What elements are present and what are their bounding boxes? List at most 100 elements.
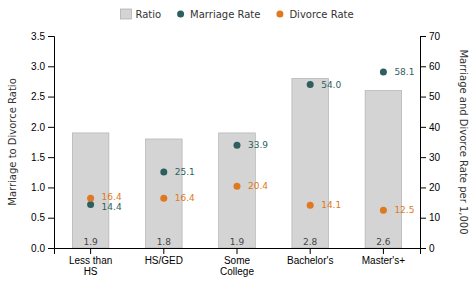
y2-tick: 70: [420, 31, 441, 42]
x-tick: Bachelor's: [287, 248, 333, 266]
y-tick: 2.0: [31, 122, 54, 133]
y-tick: 1.0: [31, 182, 54, 193]
x-tick-label: SomeCollege: [220, 255, 254, 277]
dot-label: 14.1: [321, 200, 341, 210]
x-tick: Master's+: [362, 248, 405, 266]
y2-tick: 30: [420, 152, 441, 163]
bar: [365, 91, 402, 248]
plot: Less thanHS HS/GED SomeCollege Bachelor's Ma…: [7, 31, 469, 277]
y-tick-label: 3.0: [31, 61, 45, 72]
dot: [234, 142, 241, 149]
x-axis-line: [55, 249, 421, 255]
dot-label: 14.4: [102, 202, 122, 212]
y-tick-line: [48, 127, 54, 128]
y2-tick-label: 60: [429, 61, 441, 72]
dot: [307, 81, 314, 88]
dot-label: 16.4: [175, 193, 195, 203]
legend-swatch: [276, 11, 283, 18]
y-tick: 0.0: [31, 243, 54, 254]
chart: Less thanHS HS/GED SomeCollege Bachelor's Ma…: [0, 0, 474, 284]
bar-label: 2.6: [376, 237, 391, 247]
y-tick: 0.5: [31, 212, 54, 223]
y2-tick: 20: [420, 182, 441, 193]
legend-label: Ratio: [135, 9, 161, 20]
y-tick-line: [48, 187, 54, 188]
y-axis-title: Marriage to Divorce Ratio: [7, 78, 18, 206]
y2-tick-label: 50: [429, 91, 441, 102]
y2-axis: 010203040506070: [420, 31, 441, 254]
x-tick-label: Bachelor's: [287, 255, 333, 266]
y2-tick-line: [420, 97, 426, 98]
legend-label: Divorce Rate: [289, 9, 353, 20]
legend-swatch: [120, 9, 131, 19]
y2-tick-label: 20: [429, 182, 441, 193]
dot-label: 25.1: [175, 167, 195, 177]
y2-axis-title: Marriage and Divorce Rate per 1,000: [458, 49, 469, 234]
y-tick-label: 3.5: [31, 31, 45, 42]
y2-tick: 60: [420, 61, 441, 72]
y2-tick-line: [420, 127, 426, 128]
y-tick-label: 2.0: [31, 122, 45, 133]
dot: [160, 195, 167, 202]
y2-tick-label: 40: [429, 122, 441, 133]
bar-label: 1.9: [83, 237, 98, 247]
y2-tick-line: [420, 218, 426, 219]
y2-tick: 40: [420, 122, 441, 133]
x-tick-line: [383, 248, 384, 254]
x-tick-line: [237, 248, 238, 254]
dot: [380, 69, 387, 76]
x-tick-line: [310, 248, 311, 254]
y2-tick-line: [420, 36, 426, 37]
x-tick-label: HS/GED: [145, 255, 183, 266]
dot: [87, 195, 94, 202]
y2-tick-line: [420, 157, 426, 158]
marks: [72, 69, 401, 248]
y2-axis-line: [421, 37, 427, 249]
legend-item: Divorce Rate: [276, 9, 353, 20]
legend-label: Marriage Rate: [190, 9, 260, 20]
y2-tick-label: 70: [429, 31, 441, 42]
y-tick-line: [48, 248, 54, 249]
x-axis: Less thanHS HS/GED SomeCollege Bachelor's Ma…: [55, 248, 421, 277]
y-tick-label: 1.0: [31, 182, 45, 193]
bar-label: 1.9: [230, 237, 245, 247]
y-tick-label: 0.0: [31, 243, 45, 254]
dot: [307, 202, 314, 209]
y-tick-label: 2.5: [31, 91, 45, 102]
dot-label: 12.5: [394, 205, 414, 215]
dot-label: 20.4: [248, 181, 268, 191]
y-tick: 1.5: [31, 152, 54, 163]
y-axis: 0.0 0.5 1.0 1.5 2.0 2.5 3.0 3.5: [31, 31, 54, 254]
data-labels: 1.91.81.92.82.616.414.425.116.433.920.45…: [83, 67, 414, 247]
bar: [292, 78, 329, 248]
dot-label: 33.9: [248, 140, 268, 150]
y2-tick-line: [420, 248, 426, 249]
y2-tick: 0: [420, 243, 435, 254]
bar-label: 2.8: [303, 237, 318, 247]
y2-tick-label: 30: [429, 152, 441, 163]
dot: [87, 201, 94, 208]
y-tick: 3.5: [31, 31, 54, 42]
y-tick-line: [48, 218, 54, 219]
legend: Ratio Marriage Rate Divorce Rate: [120, 9, 353, 20]
x-tick-label: Less thanHS: [69, 255, 112, 277]
y-tick-line: [48, 36, 54, 37]
y-tick-line: [48, 66, 54, 67]
dot: [160, 168, 167, 175]
y-tick: 3.0: [31, 61, 54, 72]
y2-tick-line: [420, 187, 426, 188]
x-tick-label: Master's+: [362, 255, 405, 266]
x-tick-line: [163, 248, 164, 254]
bar: [72, 133, 109, 248]
x-tick: SomeCollege: [220, 248, 254, 277]
dot-label: 16.4: [102, 192, 122, 202]
y-tick-line: [48, 157, 54, 158]
y2-tick-label: 0: [429, 243, 435, 254]
legend-item: Marriage Rate: [177, 9, 260, 20]
y-tick: 2.5: [31, 91, 54, 102]
y2-tick-line: [420, 66, 426, 67]
dot: [380, 207, 387, 214]
y2-tick: 50: [420, 91, 441, 102]
dot-label: 58.1: [394, 67, 414, 77]
x-tick: Less thanHS: [69, 248, 112, 277]
